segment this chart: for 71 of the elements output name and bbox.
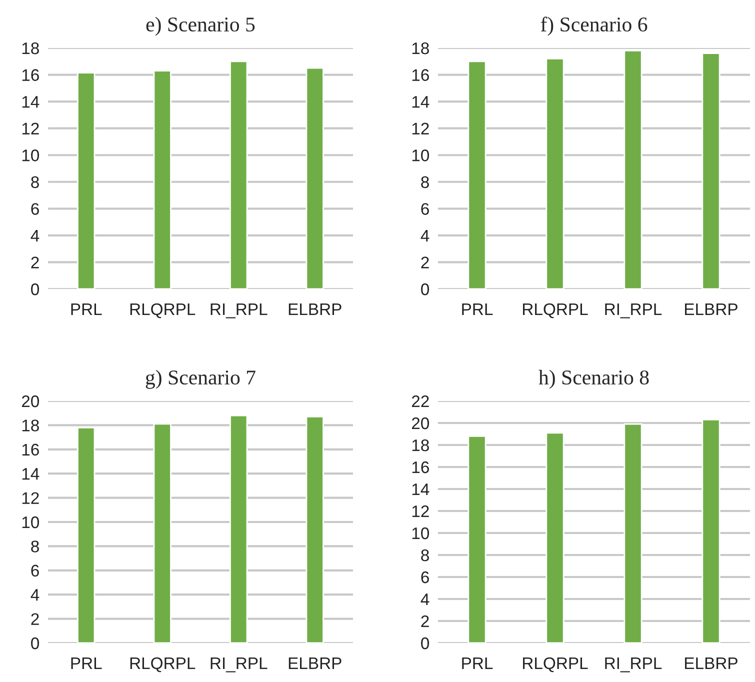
y-tick-label: 10 — [412, 150, 430, 162]
y-tick-label: 8 — [31, 540, 39, 552]
y-tick-label: 4 — [30, 230, 40, 242]
x-tick-label: RI_RPL — [605, 658, 662, 672]
y-tick-label: 16 — [22, 69, 39, 81]
y-tick-label: 14 — [22, 468, 40, 480]
y-tick-label: 10 — [22, 516, 40, 528]
y-tick-label: 12 — [412, 505, 429, 518]
y-tick-label: 16 — [412, 461, 429, 474]
bar — [546, 432, 564, 643]
y-tick-label: 12 — [22, 492, 39, 504]
x-tick-label: RI_RPL — [210, 304, 268, 318]
bar — [77, 426, 96, 643]
y-tick-label: 10 — [412, 527, 430, 540]
y-tick-label: 0 — [31, 283, 40, 296]
y-tick-label: 18 — [22, 420, 39, 432]
y-tick-label: 22 — [412, 395, 429, 408]
x-tick-label: RI_RPL — [605, 304, 662, 318]
x-tick-label: PRL — [462, 304, 493, 315]
y-tick-label: 18 — [412, 42, 429, 54]
bar — [702, 419, 720, 643]
chart-title: e) Scenario 5 — [146, 16, 255, 36]
x-tick-label: RI_RPL — [210, 658, 268, 672]
y-tick-label: 6 — [31, 203, 39, 215]
x-tick-label: ELBRP — [288, 304, 342, 315]
y-tick-label: 20 — [22, 395, 40, 408]
y-tick-label: 12 — [412, 122, 429, 134]
bar — [153, 423, 172, 643]
x-tick-label: ELBRP — [288, 658, 342, 669]
bar — [306, 416, 324, 643]
y-tick-label: 0 — [421, 283, 430, 296]
y-tick-label: 4 — [30, 589, 40, 601]
y-tick-label: 2 — [31, 256, 39, 268]
y-tick-label: 8 — [421, 176, 429, 188]
bar — [230, 414, 248, 643]
bar — [624, 423, 642, 643]
x-tick-label: ELBRP — [685, 658, 738, 669]
x-tick-label: PRL — [71, 658, 102, 669]
y-tick-label: 14 — [412, 484, 430, 496]
y-tick-label: 16 — [412, 69, 429, 81]
y-tick-label: 14 — [412, 96, 430, 108]
y-tick-label: 14 — [22, 96, 40, 108]
y-tick-label: 2 — [31, 613, 39, 625]
y-tick-label: 6 — [421, 571, 429, 584]
y-tick-label: 0 — [421, 637, 430, 650]
x-tick-label: RLQRPL — [523, 303, 588, 318]
y-tick-label: 8 — [31, 176, 39, 188]
y-tick-label: 6 — [31, 564, 39, 577]
y-tick-label: 12 — [22, 122, 39, 134]
y-tick-label: 4 — [420, 594, 430, 606]
x-tick-label: ELBRP — [685, 304, 738, 315]
x-tick-label: RLQRPL — [523, 657, 588, 672]
chart-title: g) Scenario 7 — [146, 370, 256, 389]
x-tick-label: PRL — [71, 304, 102, 315]
y-tick-label: 18 — [412, 439, 429, 452]
y-tick-label: 10 — [22, 150, 40, 162]
y-tick-label: 2 — [421, 615, 429, 628]
y-tick-label: 16 — [22, 444, 39, 456]
x-tick-label: RLQRPL — [130, 657, 196, 672]
y-tick-label: 0 — [31, 637, 40, 650]
x-tick-label: PRL — [462, 658, 493, 669]
x-tick-label: RLQRPL — [130, 303, 196, 318]
y-tick-label: 2 — [421, 256, 429, 268]
y-tick-label: 20 — [412, 417, 430, 430]
y-tick-label: 6 — [421, 203, 429, 215]
bar — [468, 436, 486, 643]
y-tick-label: 4 — [420, 230, 430, 242]
chart-title: h) Scenario 8 — [538, 370, 649, 389]
y-tick-label: 8 — [421, 549, 429, 562]
y-tick-label: 18 — [22, 42, 39, 54]
chart-title: f) Scenario 6 — [540, 16, 648, 36]
